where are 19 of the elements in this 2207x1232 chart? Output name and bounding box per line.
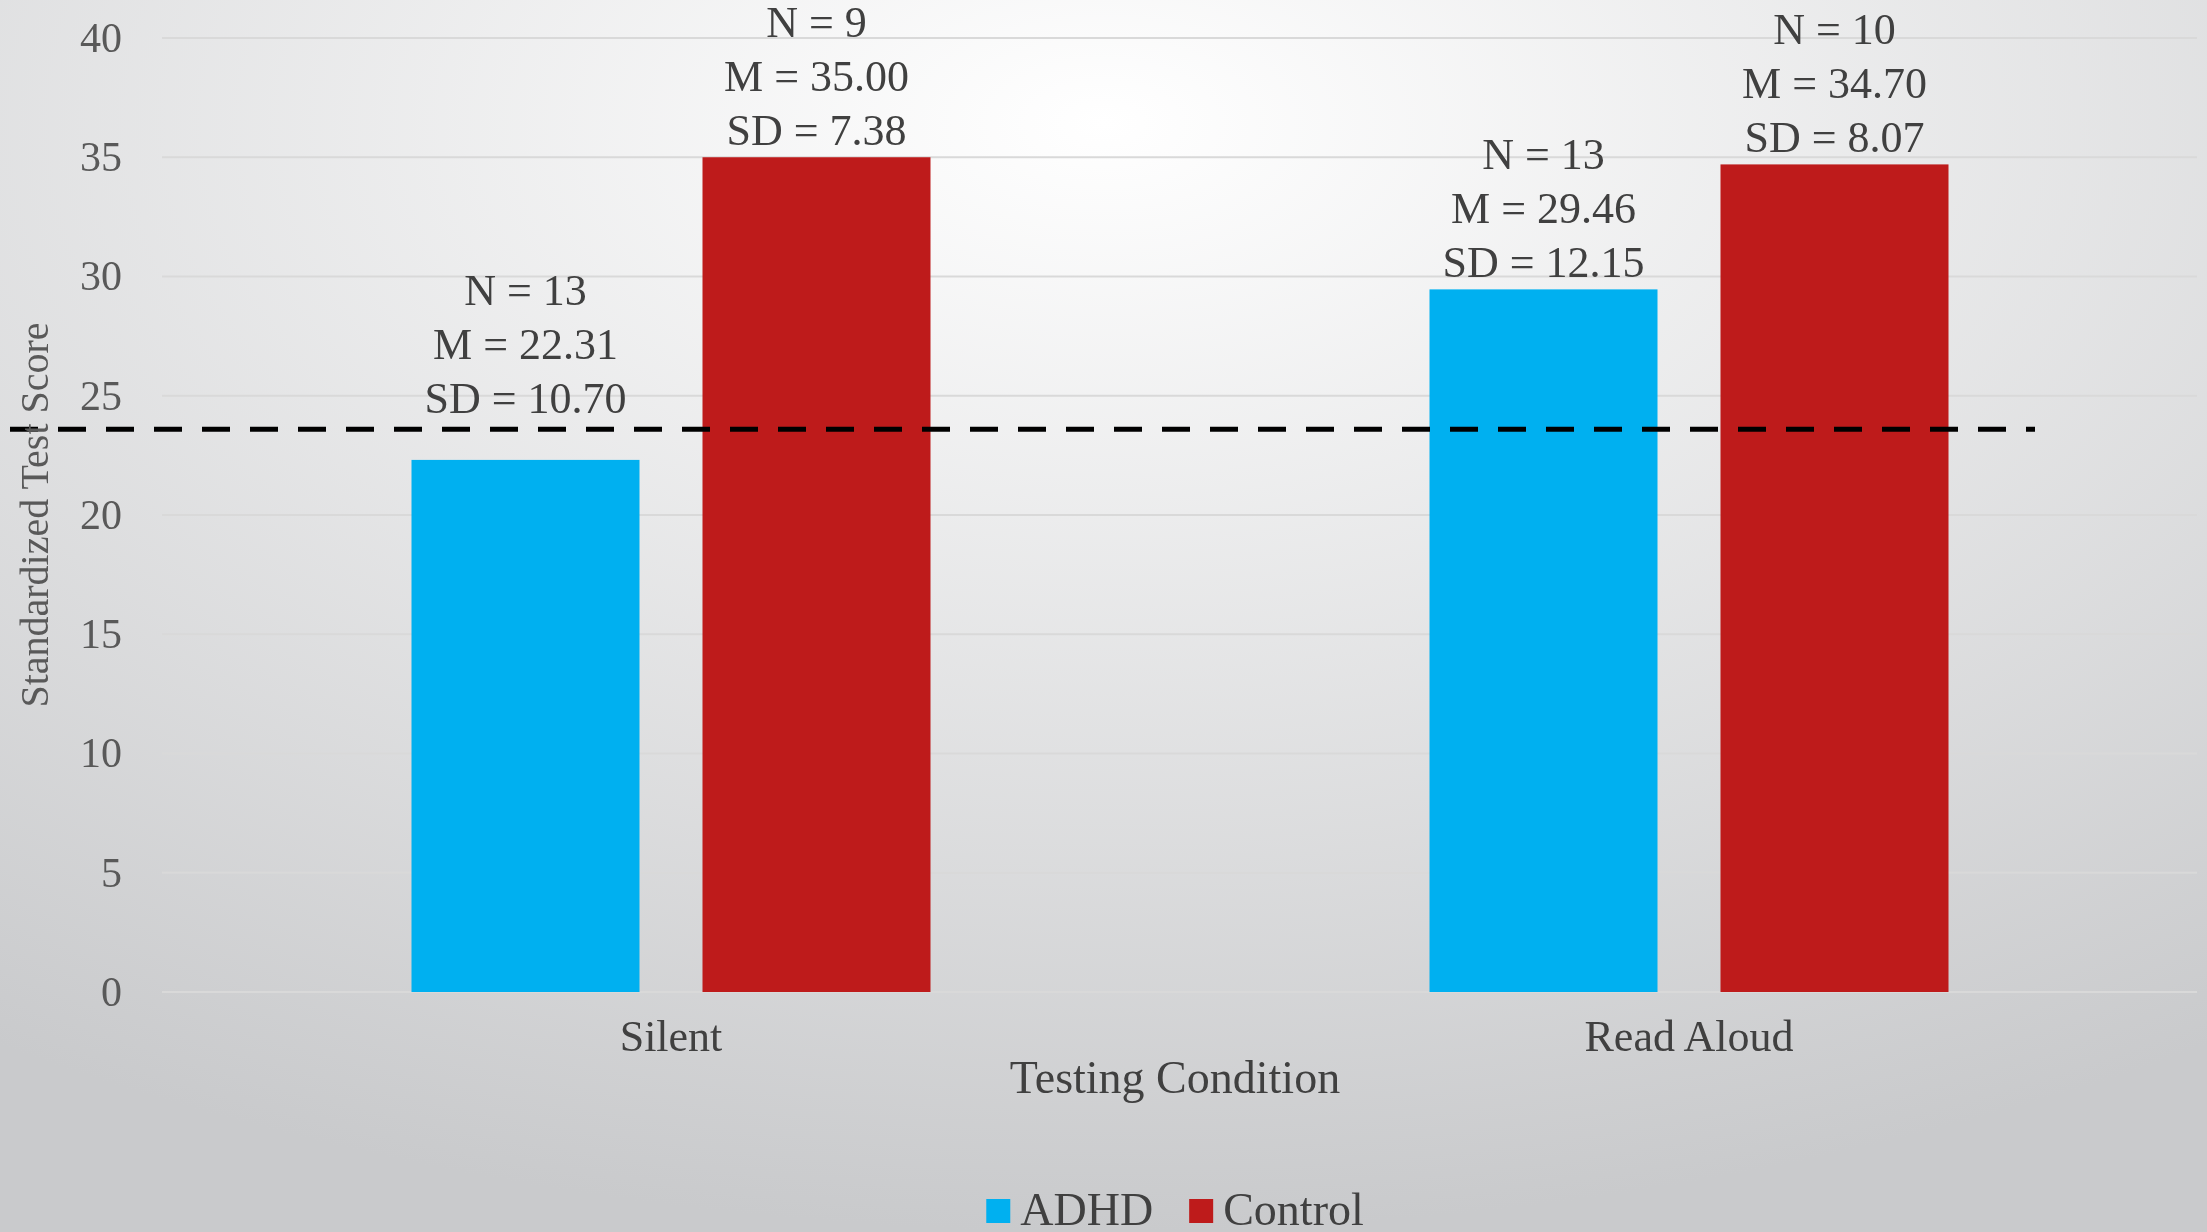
x-tick-label: Silent — [619, 1012, 723, 1062]
y-tick-label: 15 — [80, 611, 122, 658]
data-label: N = 13 M = 22.31 SD = 10.70 — [424, 266, 627, 424]
data-label: N = 10 M = 34.70 SD = 8.07 — [1742, 5, 1927, 163]
x-axis-title: Testing Condition — [1009, 1052, 1341, 1103]
legend-label: Control — [1223, 1184, 1364, 1232]
y-axis-title: Standardized Test Score — [12, 322, 57, 708]
x-tick-label: Read Aloud — [1584, 1012, 1794, 1062]
data-label: N = 13 M = 29.46 SD = 12.15 — [1442, 130, 1645, 288]
data-label: N = 9 M = 35.00 SD = 7.38 — [724, 0, 909, 156]
legend-label: ADHD — [1020, 1184, 1154, 1232]
y-tick-label: 35 — [80, 134, 122, 181]
y-tick-label: 10 — [80, 730, 122, 777]
y-tick-label: 25 — [80, 372, 122, 419]
y-tick-label: 30 — [80, 253, 122, 300]
y-tick-label: 20 — [80, 491, 122, 538]
y-tick-label: 40 — [80, 14, 122, 61]
y-tick-label: 0 — [101, 968, 122, 1015]
y-tick-label: 5 — [101, 849, 122, 896]
